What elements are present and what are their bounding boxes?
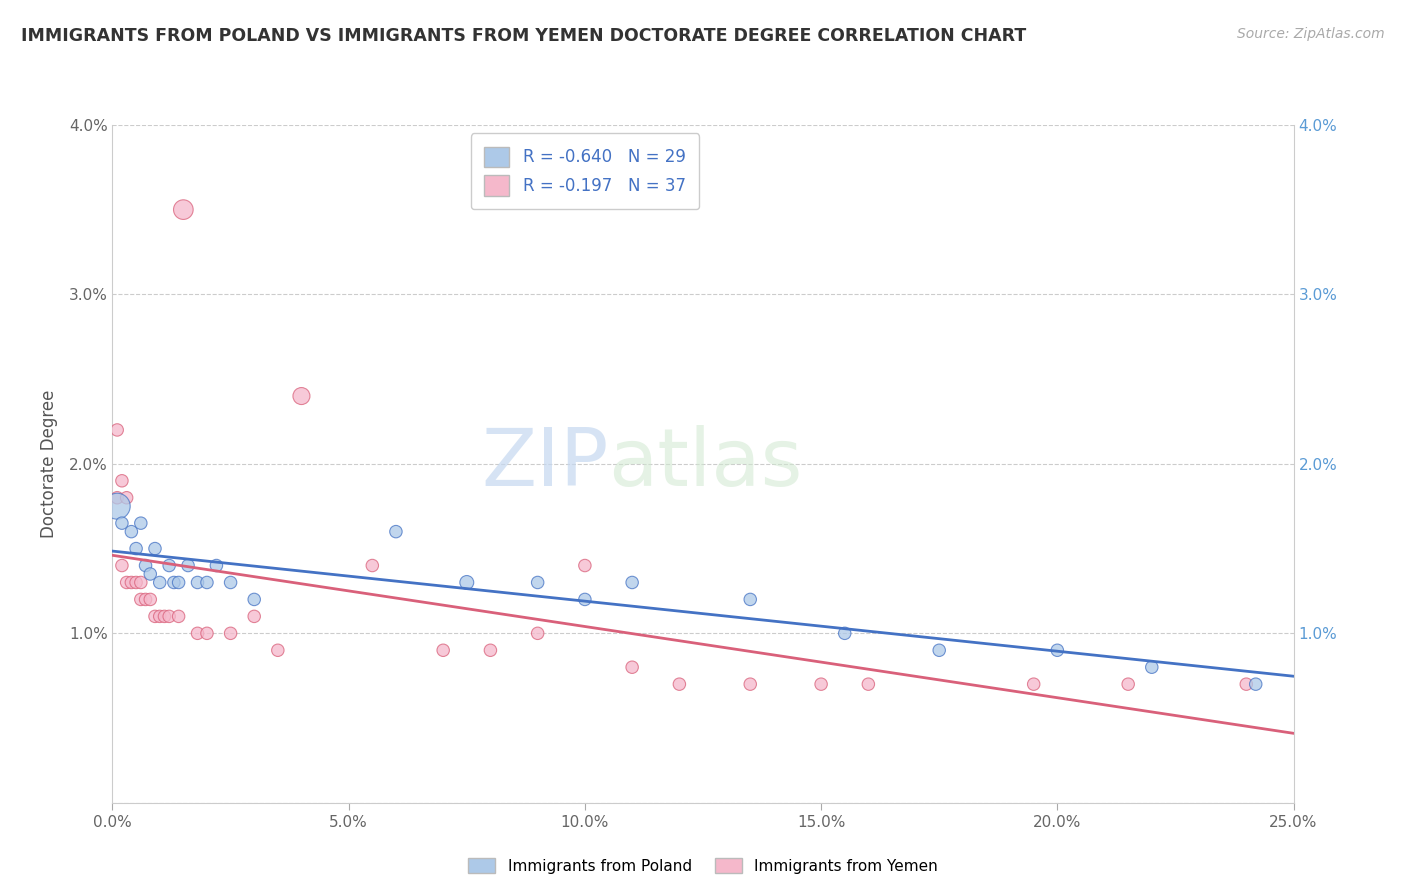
Point xyxy=(163,575,186,590)
Point xyxy=(111,516,134,530)
Point xyxy=(111,474,134,488)
Point xyxy=(456,575,478,590)
Point xyxy=(1140,660,1163,674)
Point xyxy=(125,541,148,556)
Point xyxy=(621,575,644,590)
Point xyxy=(267,643,290,657)
Point xyxy=(1244,677,1267,691)
Point xyxy=(1046,643,1069,657)
Point xyxy=(129,592,152,607)
Point xyxy=(243,592,266,607)
Point xyxy=(361,558,384,573)
Point xyxy=(105,423,128,437)
Point xyxy=(574,558,596,573)
Point xyxy=(115,491,138,505)
Point xyxy=(120,575,142,590)
Point xyxy=(143,609,166,624)
Point xyxy=(928,643,950,657)
Point xyxy=(135,592,157,607)
Point xyxy=(385,524,408,539)
Point xyxy=(177,558,200,573)
Point xyxy=(432,643,454,657)
Point xyxy=(139,592,162,607)
Legend: R = -0.640   N = 29, R = -0.197   N = 37: R = -0.640 N = 29, R = -0.197 N = 37 xyxy=(471,133,699,209)
Point xyxy=(740,592,762,607)
Point xyxy=(219,575,242,590)
Point xyxy=(858,677,880,691)
Text: IMMIGRANTS FROM POLAND VS IMMIGRANTS FROM YEMEN DOCTORATE DEGREE CORRELATION CHA: IMMIGRANTS FROM POLAND VS IMMIGRANTS FRO… xyxy=(21,27,1026,45)
Point xyxy=(111,558,134,573)
Point xyxy=(120,524,142,539)
Point xyxy=(135,558,157,573)
Point xyxy=(243,609,266,624)
Point xyxy=(186,575,208,590)
Y-axis label: Doctorate Degree: Doctorate Degree xyxy=(39,390,58,538)
Point xyxy=(153,609,176,624)
Point xyxy=(1234,677,1257,691)
Point xyxy=(125,575,148,590)
Point xyxy=(195,575,218,590)
Point xyxy=(157,558,180,573)
Point xyxy=(526,575,548,590)
Point xyxy=(740,677,762,691)
Text: atlas: atlas xyxy=(609,425,803,503)
Point xyxy=(479,643,502,657)
Point xyxy=(621,660,644,674)
Legend: Immigrants from Poland, Immigrants from Yemen: Immigrants from Poland, Immigrants from … xyxy=(461,852,945,880)
Point xyxy=(167,609,190,624)
Text: Source: ZipAtlas.com: Source: ZipAtlas.com xyxy=(1237,27,1385,41)
Point xyxy=(1022,677,1045,691)
Point xyxy=(219,626,242,640)
Point xyxy=(157,609,180,624)
Point xyxy=(105,491,128,505)
Point xyxy=(205,558,228,573)
Point xyxy=(834,626,856,640)
Point xyxy=(105,500,128,514)
Point xyxy=(810,677,832,691)
Point xyxy=(167,575,190,590)
Point xyxy=(143,541,166,556)
Point xyxy=(149,609,172,624)
Text: ZIP: ZIP xyxy=(481,425,609,503)
Point xyxy=(139,567,162,582)
Point xyxy=(526,626,548,640)
Point xyxy=(668,677,690,691)
Point xyxy=(290,389,312,403)
Point xyxy=(115,575,138,590)
Point xyxy=(195,626,218,640)
Point xyxy=(149,575,172,590)
Point xyxy=(186,626,208,640)
Point xyxy=(172,202,194,217)
Point xyxy=(129,575,152,590)
Point xyxy=(1116,677,1139,691)
Point xyxy=(574,592,596,607)
Point xyxy=(129,516,152,530)
